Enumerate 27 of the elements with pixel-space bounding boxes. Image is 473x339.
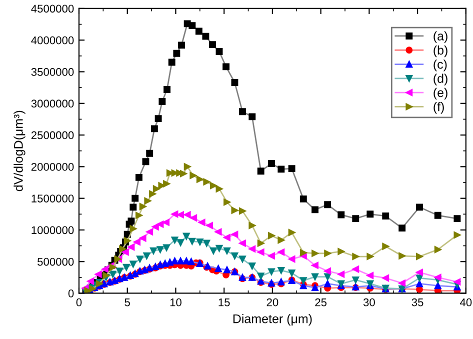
x-tick-label: 35: [412, 298, 424, 306]
x-tick-label: 25: [315, 298, 327, 306]
y-tick-label: 3500000: [31, 68, 74, 76]
y-tick-label: 4000000: [31, 36, 74, 44]
x-tick-label: 40: [460, 298, 472, 306]
y-tick-label: 500000: [38, 258, 74, 266]
y-tick-label: 1500000: [32, 194, 74, 202]
x-tick-label: 15: [218, 298, 230, 306]
y-tick-label: 2000000: [31, 162, 74, 171]
legend-label: (b): [434, 45, 448, 58]
legend-label: (e): [434, 88, 448, 100]
x-tick-label: 20: [266, 298, 278, 306]
legend-label: (d): [434, 74, 448, 86]
y-tick-label: 0: [68, 290, 74, 298]
y-tick-label: 3000000: [31, 100, 74, 108]
legend-label: (a): [434, 31, 448, 43]
legend-label: (c): [434, 60, 447, 72]
x-tick-label: 5: [124, 298, 130, 306]
y-tick-label: 1000000: [32, 226, 74, 234]
y-tick-label: 4500000: [31, 4, 74, 13]
y-axis-title: dV/dlogD(μm³): [14, 110, 26, 192]
legend-label: (f): [434, 102, 444, 114]
x-axis-title: Diameter (μm): [233, 314, 312, 326]
y-tick-label: 2500000: [31, 131, 74, 140]
x-tick-label: 0: [76, 298, 82, 306]
x-tick-label: 10: [170, 298, 182, 306]
x-tick-label: 30: [363, 298, 375, 306]
